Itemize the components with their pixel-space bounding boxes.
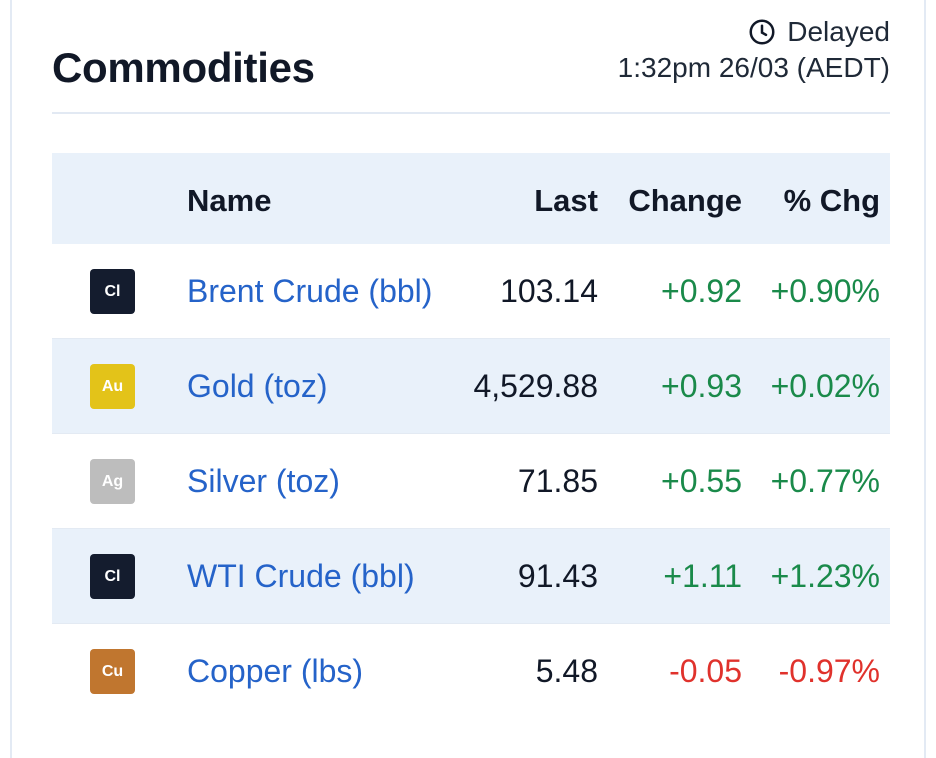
last-price: 103.14 — [500, 273, 598, 309]
quote-meta: Delayed 1:32pm 26/03 (AEDT) — [618, 14, 890, 86]
widget-header: Commodities Delayed 1:32pm 26/03 (AEDT) — [52, 0, 890, 114]
percent-change: +0.77% — [770, 463, 880, 499]
commodity-symbol-badge: Cu — [90, 649, 135, 694]
price-change: +1.11 — [663, 558, 742, 594]
table-header: Name Last Change % Chg — [52, 153, 890, 244]
percent-change: +0.90% — [770, 273, 880, 309]
percent-change: +1.23% — [770, 558, 880, 594]
price-change: -0.05 — [669, 653, 742, 689]
commodity-name-link[interactable]: WTI Crude (bbl) — [187, 558, 415, 594]
percent-change: +0.02% — [770, 368, 880, 404]
column-header-change: Change — [628, 183, 742, 218]
last-price: 91.43 — [517, 558, 598, 594]
delay-status-label: Delayed — [787, 16, 890, 47]
table-row[interactable]: Cl WTI Crude (bbl) 91.43 +1.11 +1.23% — [52, 529, 890, 624]
column-header-last: Last — [534, 183, 598, 218]
table-row[interactable]: Cl Brent Crude (bbl) 103.14 +0.92 +0.90% — [52, 244, 890, 339]
percent-change: -0.97% — [778, 653, 880, 689]
column-header-name: Name — [187, 183, 272, 218]
last-price: 4,529.88 — [473, 368, 598, 404]
delay-status: Delayed — [618, 14, 890, 50]
column-header-pct-change: % Chg — [783, 183, 880, 218]
table-row[interactable]: Cu Copper (lbs) 5.48 -0.05 -0.97% — [52, 624, 890, 719]
price-change: +0.92 — [661, 273, 742, 309]
commodity-name-link[interactable]: Gold (toz) — [187, 368, 328, 404]
price-change: +0.93 — [661, 368, 742, 404]
commodity-symbol-badge: Ag — [90, 459, 135, 504]
clock-icon — [749, 19, 775, 45]
widget-title: Commodities — [52, 44, 315, 91]
commodities-widget: Commodities Delayed 1:32pm 26/03 (AEDT) … — [10, 0, 926, 758]
commodity-name-link[interactable]: Brent Crude (bbl) — [187, 273, 433, 309]
commodity-name-link[interactable]: Silver (toz) — [187, 463, 340, 499]
commodity-name-link[interactable]: Copper (lbs) — [187, 653, 364, 689]
commodity-symbol-badge: Cl — [90, 269, 135, 314]
price-change: +0.55 — [661, 463, 742, 499]
table-row[interactable]: Au Gold (toz) 4,529.88 +0.93 +0.02% — [52, 339, 890, 434]
last-price: 71.85 — [517, 463, 598, 499]
quote-timestamp: 1:32pm 26/03 (AEDT) — [617, 52, 890, 83]
commodity-symbol-badge: Au — [90, 364, 135, 409]
table-row[interactable]: Ag Silver (toz) 71.85 +0.55 +0.77% — [52, 434, 890, 529]
last-price: 5.48 — [535, 653, 598, 689]
table-body: Cl Brent Crude (bbl) 103.14 +0.92 +0.90% Au Go… — [52, 244, 890, 719]
commodities-table: Name Last Change % Chg Cl Brent Crude (bb… — [52, 153, 890, 719]
commodity-symbol-badge: Cl — [90, 554, 135, 599]
